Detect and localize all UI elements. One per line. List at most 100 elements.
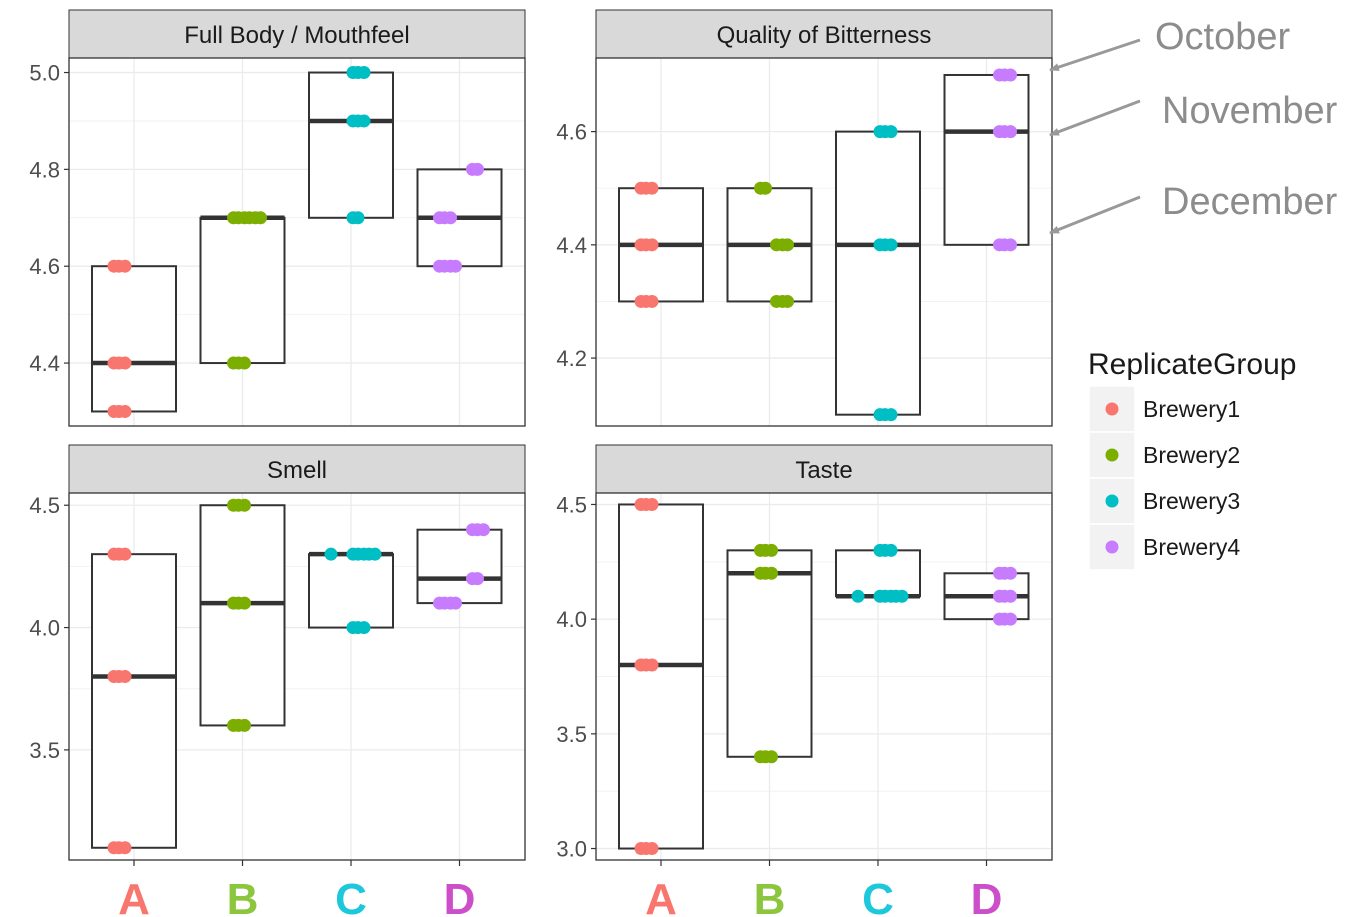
annotation-label: December	[1162, 181, 1338, 223]
data-point	[449, 596, 462, 610]
legend-key	[1088, 523, 1136, 571]
data-point	[471, 572, 484, 586]
data-point	[324, 547, 338, 561]
data-point	[645, 497, 659, 511]
box-C	[835, 549, 921, 598]
y-tick-label: 4.2	[556, 346, 587, 371]
legend-swatch	[1105, 494, 1119, 508]
data-point	[851, 589, 865, 603]
panel-border	[595, 57, 1053, 427]
data-point	[884, 543, 898, 557]
x-category-label: C	[335, 875, 367, 917]
data-point	[118, 547, 132, 561]
y-tick-label: 4.0	[29, 616, 60, 641]
x-category-label: D	[444, 875, 476, 917]
y-tick-label: 3.5	[556, 722, 587, 747]
box-B	[199, 504, 286, 727]
panel-2: Quality of Bitterness 4.2 4.4 4.6	[556, 9, 1053, 427]
data-point	[357, 114, 371, 128]
legend-label: Brewery4	[1143, 534, 1240, 560]
y-tick-label: 5.0	[29, 61, 60, 86]
data-point	[759, 181, 772, 195]
x-category-label: D	[971, 875, 1003, 917]
data-point	[238, 356, 251, 370]
data-point	[449, 259, 462, 273]
data-point	[895, 589, 909, 603]
data-point	[1004, 68, 1017, 82]
data-point	[781, 238, 794, 252]
data-point	[1004, 589, 1017, 603]
annotation-arrow	[1049, 99, 1141, 137]
data-point	[254, 211, 267, 225]
data-point	[884, 125, 898, 139]
box-B	[199, 216, 286, 365]
data-point	[781, 294, 794, 308]
data-point	[351, 211, 365, 225]
annotation-label: November	[1162, 90, 1338, 132]
box-A	[91, 265, 177, 413]
data-point	[1004, 566, 1017, 580]
y-tick-label: 3.5	[29, 738, 60, 763]
data-point	[357, 621, 371, 635]
data-point	[118, 841, 132, 855]
data-point	[884, 408, 898, 422]
panel-strip	[68, 9, 526, 59]
data-point	[238, 498, 251, 512]
panel-strip	[595, 444, 1053, 494]
annotation-arrow	[1049, 195, 1141, 235]
panel-3: Smell 3.5 4.0 4.5 A B C D	[29, 444, 526, 917]
data-point	[471, 162, 484, 176]
box-C	[835, 130, 921, 416]
data-point	[765, 750, 778, 764]
data-point	[645, 658, 659, 672]
data-point	[444, 211, 457, 225]
panel-title: Quality of Bitterness	[717, 22, 932, 49]
legend-swatch	[1105, 402, 1119, 416]
data-point	[368, 547, 382, 561]
x-category-label: C	[862, 875, 894, 917]
data-point	[238, 718, 251, 732]
y-tick-label: 4.5	[29, 493, 60, 518]
legend-title: ReplicateGroup	[1088, 348, 1296, 381]
data-point	[645, 842, 659, 856]
y-tick-label: 4.6	[29, 254, 60, 279]
annotation-label: October	[1155, 16, 1291, 58]
legend-label: Brewery3	[1143, 488, 1240, 514]
data-point	[118, 404, 132, 418]
y-tick-label: 4.4	[29, 351, 60, 376]
annotation-arrow	[1049, 38, 1141, 72]
data-point	[118, 356, 132, 370]
panel-border	[68, 57, 526, 427]
panel-title: Smell	[267, 457, 327, 484]
box-D	[416, 528, 503, 605]
data-point	[645, 181, 659, 195]
annotations: October November December	[1049, 16, 1338, 235]
panel-title: Taste	[795, 457, 852, 484]
panel-border	[595, 492, 1053, 861]
data-point	[238, 596, 251, 610]
y-tick-label: 4.5	[556, 492, 587, 517]
data-point	[765, 566, 778, 580]
panel-border	[68, 492, 526, 861]
panel-1: Full Body / Mouthfeel 4.4 4.6 4.8 5.0	[29, 9, 526, 427]
legend-label: Brewery1	[1143, 396, 1240, 422]
box-C	[308, 71, 394, 219]
box-A	[618, 503, 704, 850]
data-point	[765, 543, 778, 557]
y-tick-label: 3.0	[556, 837, 587, 862]
box-D	[943, 73, 1030, 246]
data-point	[1004, 125, 1017, 139]
data-point	[118, 670, 132, 683]
x-category-label: B	[227, 875, 259, 917]
y-tick-label: 4.0	[556, 607, 587, 632]
data-point	[1004, 238, 1017, 252]
panel-4: Taste 3.0 3.5 4.0 4.5 A B C D	[556, 444, 1053, 917]
panel-title: Full Body / Mouthfeel	[184, 22, 409, 49]
data-point	[357, 66, 371, 80]
legend: ReplicateGroup Brewery1 Brewery2 Brewery3 Br…	[1088, 348, 1296, 571]
panel-strip	[595, 9, 1053, 59]
x-category-label: B	[754, 875, 786, 917]
box-C	[308, 553, 394, 629]
x-category-label: A	[645, 875, 677, 917]
